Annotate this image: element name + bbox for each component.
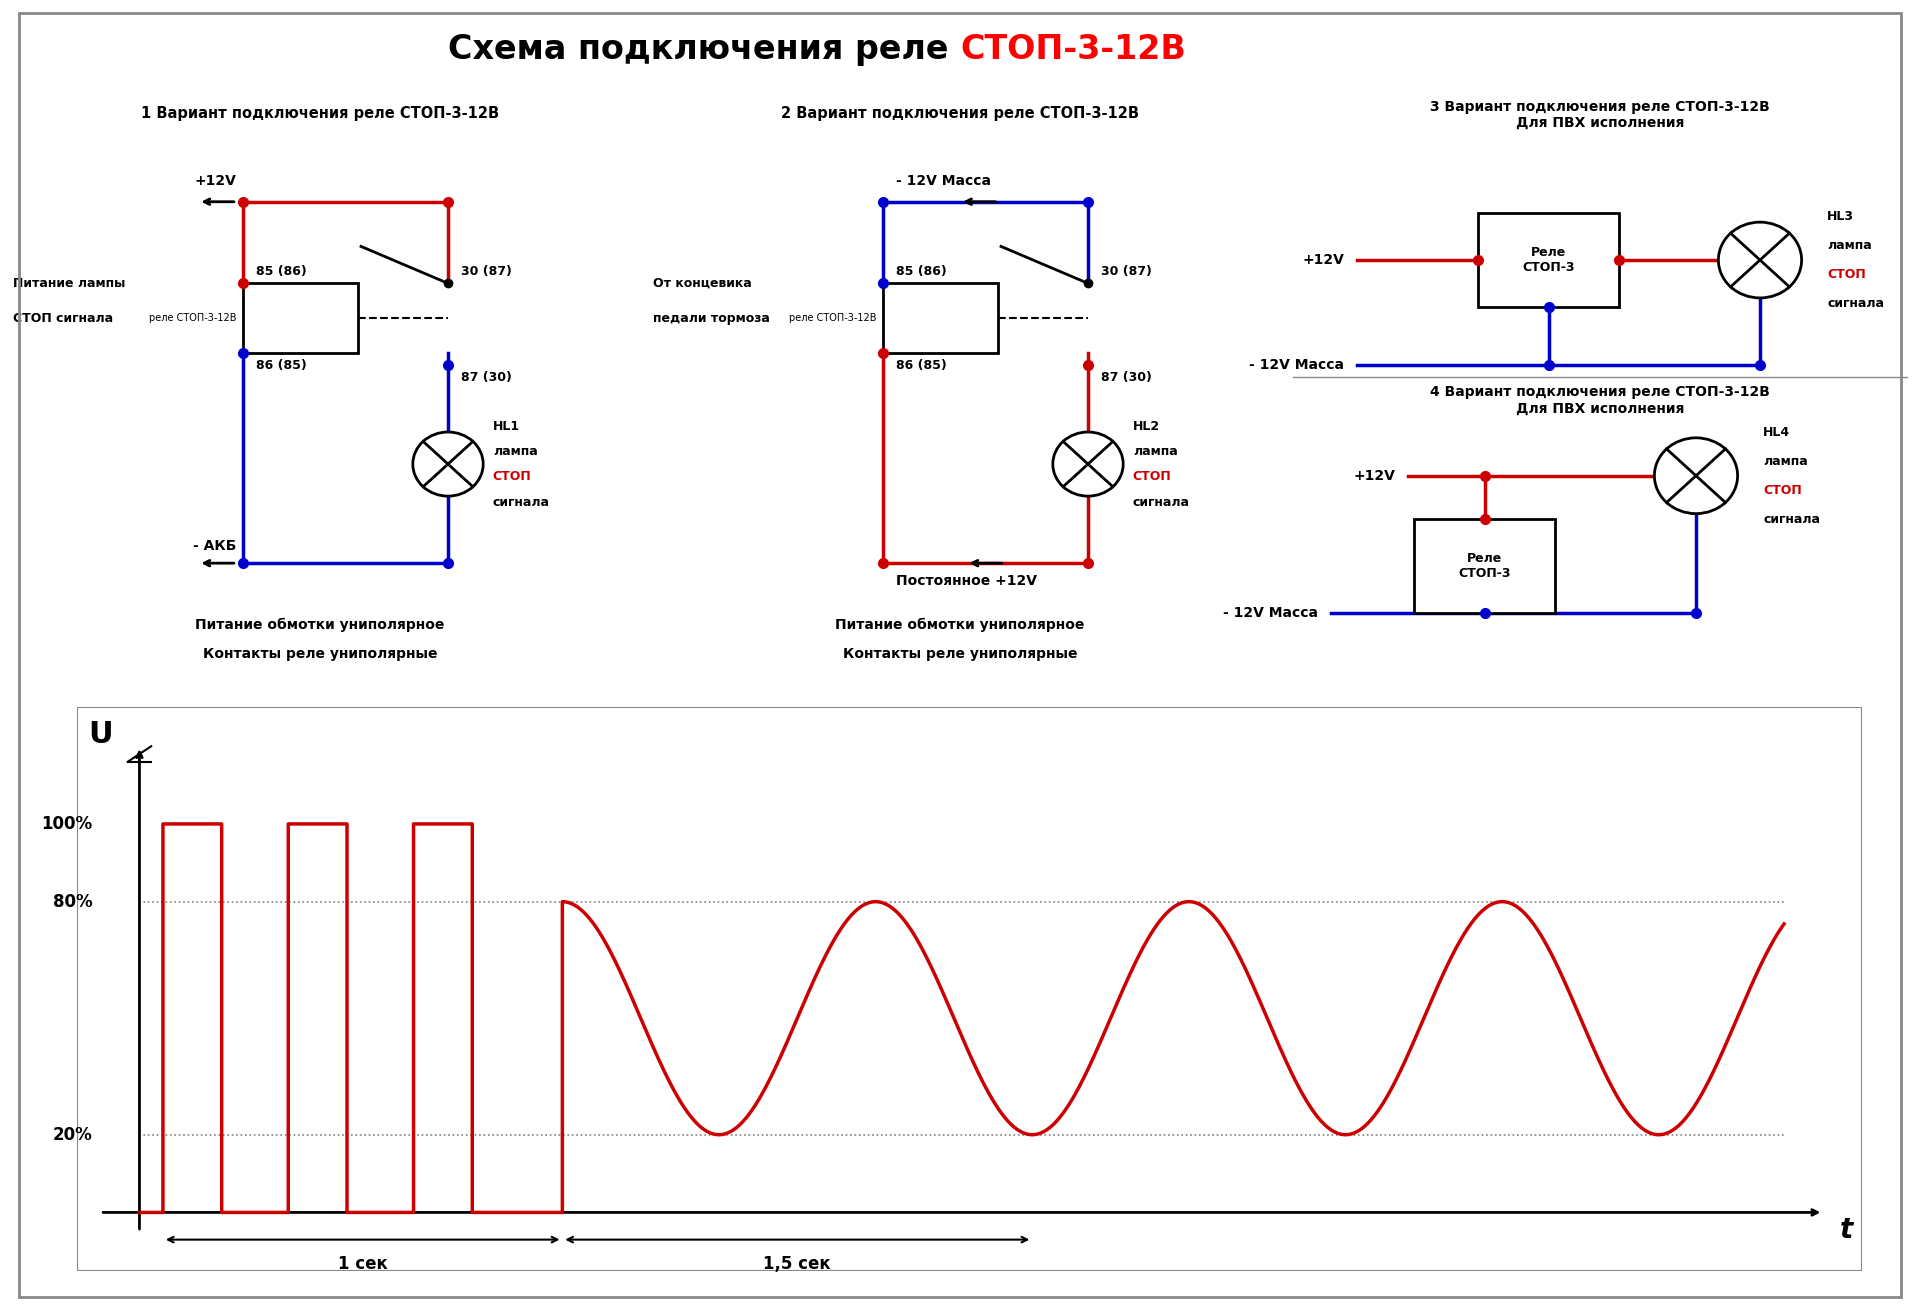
- Text: сигнала: сигнала: [1828, 297, 1884, 310]
- Text: лампа: лампа: [1828, 238, 1872, 252]
- Text: СТОП: СТОП: [493, 470, 532, 483]
- Text: 1 сек: 1 сек: [338, 1255, 388, 1273]
- Text: СТОП: СТОП: [1828, 269, 1866, 282]
- Text: реле СТОП-3-12В: реле СТОП-3-12В: [789, 313, 877, 324]
- Circle shape: [1655, 438, 1738, 514]
- Text: Постоянное +12V: Постоянное +12V: [897, 574, 1037, 588]
- Text: лампа: лампа: [1763, 455, 1809, 468]
- Text: - АКБ: - АКБ: [194, 538, 236, 553]
- Text: 4 Вариант подключения реле СТОП-3-12В
Для ПВХ исполнения: 4 Вариант подключения реле СТОП-3-12В Дл…: [1430, 385, 1770, 415]
- Text: 2 Вариант подключения реле СТОП-3-12В: 2 Вариант подключения реле СТОП-3-12В: [781, 106, 1139, 121]
- Text: Реле
СТОП-3: Реле СТОП-3: [1523, 246, 1574, 274]
- Text: HL3: HL3: [1828, 210, 1855, 223]
- Text: реле СТОП-3-12В: реле СТОП-3-12В: [150, 313, 236, 324]
- Bar: [1478, 214, 1619, 307]
- Circle shape: [1718, 223, 1801, 297]
- Text: - 12V Масса: - 12V Масса: [1250, 358, 1344, 372]
- Text: 86 (85): 86 (85): [255, 359, 307, 372]
- Text: сигнала: сигнала: [1133, 496, 1190, 510]
- Text: СТОП: СТОП: [1133, 470, 1171, 483]
- Text: - 12V Масса: - 12V Масса: [1223, 605, 1319, 620]
- Text: t: t: [1839, 1216, 1853, 1244]
- Text: 87 (30): 87 (30): [461, 371, 511, 384]
- Text: Контакты реле униполярные: Контакты реле униполярные: [843, 647, 1077, 660]
- Text: Питание обмотки униполярное: Питание обмотки униполярное: [835, 617, 1085, 631]
- Text: СТОП: СТОП: [1763, 483, 1803, 496]
- Text: - 12V Масса: - 12V Масса: [897, 174, 991, 189]
- Text: HL4: HL4: [1763, 426, 1789, 439]
- Circle shape: [1052, 432, 1123, 496]
- Text: Контакты реле униполярные: Контакты реле униполярные: [204, 647, 438, 660]
- Text: педали тормоза: педали тормоза: [653, 312, 770, 325]
- Bar: [1415, 520, 1555, 613]
- Text: 30 (87): 30 (87): [461, 265, 511, 278]
- Bar: [244, 283, 359, 354]
- Text: +12V: +12V: [196, 174, 236, 189]
- Text: 80%: 80%: [54, 892, 92, 910]
- Text: 86 (85): 86 (85): [897, 359, 947, 372]
- Text: 85 (86): 85 (86): [897, 265, 947, 278]
- Text: 1,5 сек: 1,5 сек: [764, 1255, 831, 1273]
- Text: Питание обмотки униполярное: Питание обмотки униполярное: [196, 617, 445, 631]
- Text: лампа: лампа: [1133, 444, 1177, 457]
- Text: +12V: +12V: [1354, 469, 1396, 482]
- Text: 20%: 20%: [52, 1125, 92, 1144]
- Text: 85 (86): 85 (86): [255, 265, 307, 278]
- Text: сигнала: сигнала: [493, 496, 549, 510]
- Text: 87 (30): 87 (30): [1100, 371, 1152, 384]
- Text: HL2: HL2: [1133, 419, 1160, 432]
- Text: сигнала: сигнала: [1763, 514, 1820, 525]
- Text: U: U: [88, 721, 113, 749]
- Bar: [883, 283, 998, 354]
- Text: 1 Вариант подключения реле СТОП-3-12В: 1 Вариант подключения реле СТОП-3-12В: [140, 106, 499, 121]
- Text: лампа: лампа: [493, 444, 538, 457]
- Text: От концевика: От концевика: [653, 276, 751, 290]
- Text: Реле
СТОП-3: Реле СТОП-3: [1459, 552, 1511, 580]
- Text: HL1: HL1: [493, 419, 520, 432]
- Text: СТОП-3-12В: СТОП-3-12В: [960, 33, 1187, 67]
- Text: 100%: 100%: [42, 815, 92, 833]
- Text: Схема подключения реле: Схема подключения реле: [447, 33, 960, 67]
- Text: 3 Вариант подключения реле СТОП-3-12В
Для ПВХ исполнения: 3 Вариант подключения реле СТОП-3-12В Дл…: [1430, 100, 1770, 130]
- Text: 30 (87): 30 (87): [1100, 265, 1152, 278]
- Circle shape: [413, 432, 484, 496]
- Text: Питание лампы: Питание лампы: [13, 276, 125, 290]
- Text: СТОП сигнала: СТОП сигнала: [13, 312, 113, 325]
- Text: +12V: +12V: [1302, 253, 1344, 267]
